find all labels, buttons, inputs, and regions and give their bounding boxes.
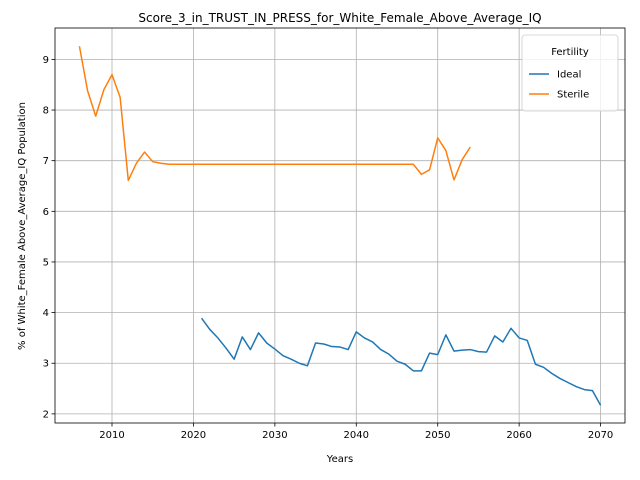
y-tick-label: 2 bbox=[43, 409, 49, 420]
legend-label-ideal: Ideal bbox=[557, 70, 581, 81]
series-line-sterile bbox=[78, 46, 471, 182]
y-tick-label: 6 bbox=[43, 207, 49, 218]
x-axis-label: Years bbox=[326, 454, 353, 465]
legend: Fertility Ideal Sterile bbox=[521, 34, 619, 112]
series-lines bbox=[78, 46, 602, 406]
x-tick-label: 2030 bbox=[262, 430, 287, 441]
y-tick-label: 7 bbox=[43, 156, 49, 167]
x-axis-ticks: 2010 2020 2030 2040 2050 2060 2070 bbox=[99, 423, 613, 441]
y-axis-ticks: 2 3 4 5 6 7 8 9 bbox=[43, 55, 55, 420]
y-tick-label: 4 bbox=[43, 308, 49, 319]
x-tick-label: 2040 bbox=[344, 430, 369, 441]
legend-box bbox=[521, 34, 619, 112]
legend-title: Fertility bbox=[551, 47, 589, 58]
x-tick-label: 2050 bbox=[425, 430, 450, 441]
legend-items: Ideal Sterile bbox=[529, 70, 589, 101]
y-tick-label: 8 bbox=[43, 106, 49, 117]
y-tick-label: 5 bbox=[43, 257, 49, 268]
chart-title: Score_3_in_TRUST_IN_PRESS_for_White_Fema… bbox=[138, 11, 541, 25]
y-axis-label: % of White_Female Above_Average_IQ Popul… bbox=[17, 102, 28, 350]
y-tick-label: 9 bbox=[43, 55, 49, 66]
legend-label-sterile: Sterile bbox=[557, 90, 589, 101]
y-tick-label: 3 bbox=[43, 359, 49, 370]
x-tick-label: 2020 bbox=[181, 430, 206, 441]
series-line-ideal bbox=[200, 317, 602, 406]
x-tick-label: 2010 bbox=[99, 430, 124, 441]
x-tick-label: 2070 bbox=[588, 430, 613, 441]
axes-frame bbox=[54, 27, 626, 424]
x-tick-label: 2060 bbox=[506, 430, 531, 441]
